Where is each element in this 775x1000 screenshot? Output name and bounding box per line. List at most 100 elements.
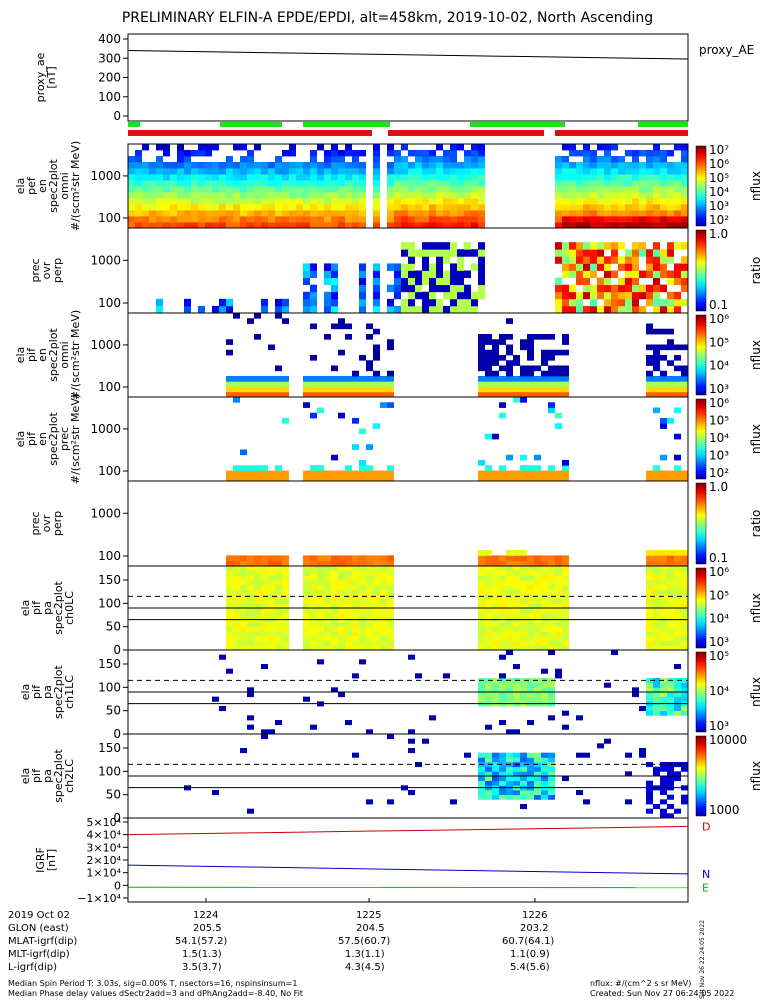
heatmap-cell xyxy=(275,313,282,319)
heatmap-cell xyxy=(394,210,401,217)
heatmap-cell xyxy=(310,475,317,482)
heatmap-cell xyxy=(352,376,359,382)
heatmap-cell xyxy=(569,168,576,175)
heatmap-cell xyxy=(303,391,310,398)
heatmap-cell xyxy=(226,608,233,614)
heatmap-cell xyxy=(478,790,485,796)
heatmap-cell xyxy=(156,210,163,217)
heatmap-cell xyxy=(345,391,352,398)
heatmap-cell xyxy=(681,589,688,595)
heatmap-cell xyxy=(373,174,380,181)
heatmap-cell xyxy=(681,692,688,698)
heatmap-cell xyxy=(401,298,408,307)
heatmap-cell xyxy=(576,249,583,257)
heatmap-cell xyxy=(506,360,513,366)
heatmap-cell xyxy=(646,692,653,698)
heatmap-cell xyxy=(674,550,681,556)
heatmap-cell xyxy=(226,640,233,646)
heatmap-cell xyxy=(443,162,450,169)
heatmap-cell xyxy=(492,355,499,361)
heatmap-cell xyxy=(310,560,317,567)
ytick-label: 0 xyxy=(113,109,121,123)
heatmap-cell xyxy=(254,465,261,471)
heatmap-cell xyxy=(660,799,667,805)
heatmap-cell xyxy=(254,566,261,572)
heatmap-cell xyxy=(520,626,527,632)
heatmap-cell xyxy=(198,150,205,157)
heatmap-cell xyxy=(485,766,492,772)
heatmap-cell xyxy=(310,636,317,642)
heatmap-cell xyxy=(310,465,317,471)
heatmap-cell xyxy=(443,277,450,286)
heatmap-cell xyxy=(639,706,646,712)
heatmap-cell xyxy=(674,640,681,646)
heatmap-cell xyxy=(527,580,534,586)
heatmap-cell xyxy=(240,612,247,618)
heatmap-cell xyxy=(667,198,674,205)
heatmap-cell xyxy=(436,144,443,151)
ytick-label: 0 xyxy=(113,811,121,825)
heatmap-cell xyxy=(527,339,534,345)
heatmap-cell xyxy=(261,222,268,229)
panel-frame-5 xyxy=(127,480,689,567)
heatmap-cell xyxy=(555,192,562,199)
heatmap-cell xyxy=(450,277,457,286)
heatmap-cell xyxy=(380,612,387,618)
heatmap-cell xyxy=(541,575,548,581)
heatmap-cell xyxy=(387,584,394,590)
heatmap-cell xyxy=(534,381,541,387)
heatmap-cell xyxy=(450,144,457,151)
heatmap-cell xyxy=(436,305,443,314)
heatmap-cell xyxy=(415,174,422,181)
heatmap-cell xyxy=(681,626,688,632)
heatmap-cell xyxy=(177,216,184,223)
heatmap-cell xyxy=(583,256,590,264)
heatmap-cell xyxy=(373,186,380,193)
heatmap-cell xyxy=(352,626,359,632)
heatmap-cell xyxy=(681,762,688,768)
heatmap-cell xyxy=(569,298,576,307)
heatmap-cell xyxy=(499,631,506,637)
heatmap-cell xyxy=(282,150,289,157)
heatmap-cell xyxy=(436,186,443,193)
heatmap-cell xyxy=(282,608,289,614)
heatmap-cell xyxy=(499,391,506,398)
heatmap-cell xyxy=(590,263,597,271)
heatmap-cell xyxy=(338,584,345,590)
heatmap-cell xyxy=(387,204,394,211)
heatmap-cell xyxy=(457,186,464,193)
heatmap-cell xyxy=(436,222,443,229)
heatmap-cell xyxy=(534,757,541,763)
heatmap-cell xyxy=(457,204,464,211)
heatmap-cell xyxy=(555,242,562,250)
heatmap-cell xyxy=(646,555,653,562)
xaxis-glon-1226: 203.2 xyxy=(520,923,549,934)
heatmap-cell xyxy=(583,174,590,181)
heatmap-cell xyxy=(534,645,541,651)
heatmap-cell xyxy=(261,210,268,217)
heatmap-cell xyxy=(653,249,660,257)
heatmap-cell xyxy=(674,475,681,482)
heatmap-cell xyxy=(597,180,604,187)
heatmap-cell xyxy=(226,645,233,651)
heatmap-cell xyxy=(310,626,317,632)
heatmap-cell xyxy=(275,645,282,651)
ylabel-line: pa xyxy=(41,685,54,699)
heatmap-cell xyxy=(653,381,660,387)
heatmap-cell xyxy=(233,560,240,567)
heatmap-cell xyxy=(478,256,485,264)
heatmap-cell xyxy=(247,192,254,199)
colorbar-tick: 10⁵ xyxy=(709,649,729,663)
heatmap-cell xyxy=(562,608,569,614)
heatmap-cell xyxy=(541,636,548,642)
heatmap-cell xyxy=(317,210,324,217)
heatmap-cell xyxy=(520,584,527,590)
heatmap-cell xyxy=(373,636,380,642)
heatmap-cell xyxy=(275,589,282,595)
heatmap-cell xyxy=(310,381,317,387)
heatmap-cell xyxy=(366,465,373,471)
heatmap-cell xyxy=(660,174,667,181)
heatmap-cell xyxy=(345,216,352,223)
heatmap-cell xyxy=(555,612,562,618)
heatmap-cell xyxy=(499,771,506,777)
